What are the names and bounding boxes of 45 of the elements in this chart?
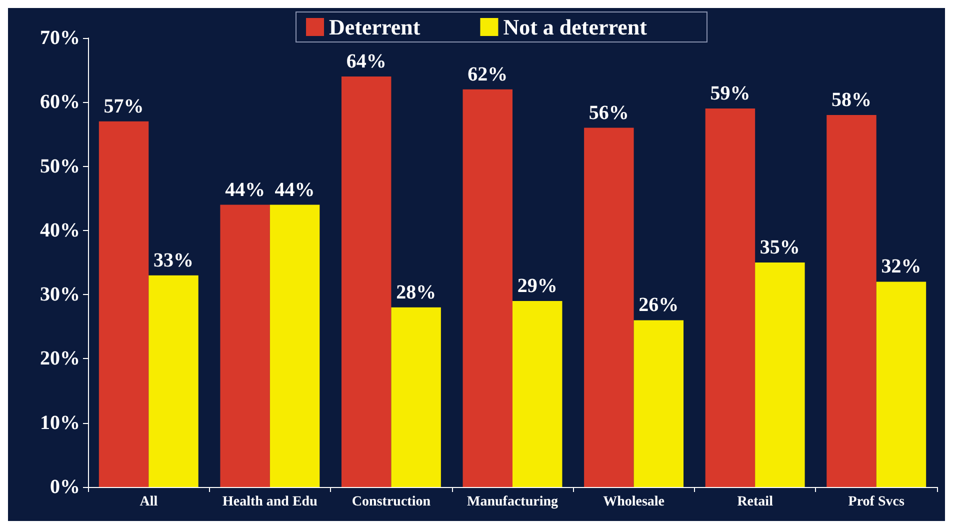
x-tick-label: Prof Svcs [848, 494, 905, 510]
x-tick-label: Retail [737, 494, 774, 510]
data-label: 56% [588, 102, 629, 124]
y-tick-label: 30% [40, 284, 80, 306]
data-label: 26% [638, 294, 679, 316]
y-tick-label: 50% [40, 155, 80, 178]
bar [584, 128, 634, 487]
data-label: 64% [346, 50, 386, 72]
y-tick-label: 10% [40, 412, 80, 434]
bar [391, 307, 441, 487]
y-tick-label: 20% [40, 348, 80, 370]
bar [634, 320, 684, 487]
data-label: 32% [881, 256, 922, 278]
bar [220, 204, 270, 487]
x-tick-label: Health and Edu [222, 494, 318, 510]
bar [148, 275, 198, 487]
bar [876, 282, 926, 487]
x-tick-label: All [140, 494, 158, 510]
data-label: 29% [517, 274, 558, 297]
bar [705, 108, 756, 487]
y-tick-label: 40% [40, 219, 80, 242]
legend-label: Deterrent [329, 14, 421, 40]
bar [270, 204, 320, 487]
y-tick-label: 60% [40, 91, 80, 114]
y-tick-label: 70% [40, 27, 80, 49]
data-label: 57% [104, 95, 144, 118]
data-label: 44% [274, 178, 315, 201]
data-label: 58% [831, 88, 872, 111]
data-label: 28% [396, 281, 436, 304]
y-tick-label: 0% [50, 476, 80, 498]
data-label: 33% [154, 249, 194, 272]
x-tick-label: Wholesale [603, 494, 665, 510]
data-label: 35% [760, 236, 800, 258]
data-label: 44% [225, 178, 266, 201]
data-label: 62% [468, 63, 508, 86]
bar [98, 121, 149, 487]
legend-label: Not a deterrent [503, 14, 648, 40]
x-tick-label: Manufacturing [467, 494, 558, 510]
bar [826, 114, 876, 487]
bar [512, 300, 562, 487]
bar [755, 262, 805, 487]
bar [462, 89, 512, 487]
x-tick-label: Construction [352, 494, 431, 510]
bar [341, 76, 392, 487]
data-label: 59% [710, 82, 750, 105]
